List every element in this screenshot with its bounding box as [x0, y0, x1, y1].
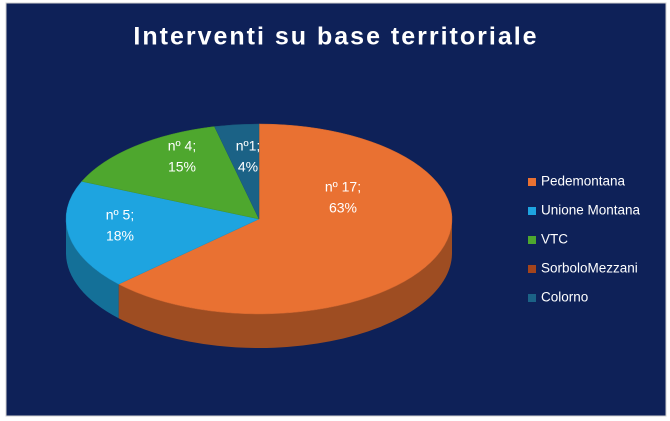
slice [118, 123, 453, 315]
data-label: nº1; [236, 138, 261, 154]
legend-label: Pedemontana [541, 174, 626, 189]
legend-swatch [528, 265, 536, 273]
legend-label: VTC [541, 232, 568, 247]
legend-label: Colorno [541, 290, 588, 305]
legend-swatch [528, 236, 536, 244]
slice-side [118, 219, 453, 349]
legend-swatch [528, 294, 536, 302]
chart-title: Interventi su base territoriale [133, 23, 538, 51]
legend-swatch [528, 178, 536, 186]
legend-swatch [528, 207, 536, 215]
legend-label: SorboloMezzani [541, 261, 638, 276]
pie-sides [66, 219, 453, 349]
slice [81, 126, 260, 220]
legend-label: Unione Montana [541, 203, 641, 218]
pie-tops [65, 123, 453, 315]
data-label: 4% [238, 159, 258, 175]
data-labels: nº 17; 63% nº 5; 18% nº 4; 15% nº1; 4% [106, 138, 361, 244]
legend: Pedemontana Unione Montana VTC SorboloMezza… [528, 174, 641, 305]
data-label: nº 5; [106, 207, 134, 223]
data-label: 15% [168, 159, 196, 175]
data-label: 63% [329, 200, 357, 216]
data-label: nº 17; [325, 179, 361, 195]
slice [65, 181, 260, 285]
data-label: nº 4; [168, 138, 196, 154]
slice [214, 123, 260, 220]
data-label: 18% [106, 228, 134, 244]
slice-side [66, 219, 119, 319]
